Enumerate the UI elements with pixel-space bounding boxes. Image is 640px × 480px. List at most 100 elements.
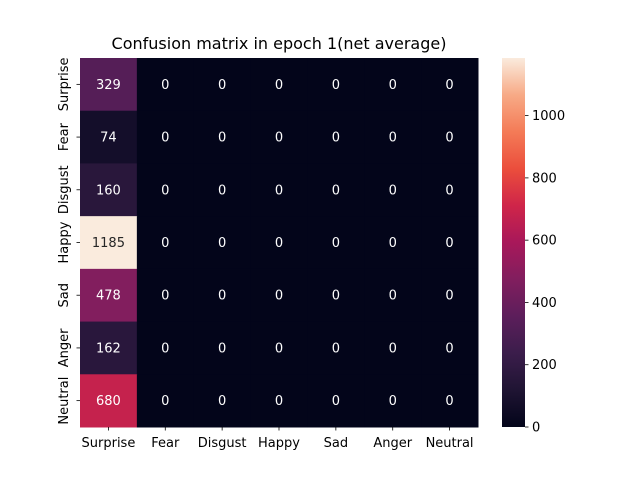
heatmap-cell xyxy=(250,268,308,323)
cell-value-label: 0 xyxy=(389,236,397,251)
heatmap-cell xyxy=(307,216,365,270)
y-tick-label: Disgust xyxy=(57,165,72,214)
colorbar-tick-label: 600 xyxy=(532,234,557,249)
y-axis: Surprise Fear Disgust Happy Sad Anger Neutral xyxy=(57,57,80,425)
heatmap-cell xyxy=(80,374,138,428)
heatmap-cell xyxy=(193,216,252,270)
heatmap-cell xyxy=(193,374,252,428)
y-tick-label: Happy xyxy=(57,221,72,263)
heatmap-cell xyxy=(136,268,195,323)
cell-value-label: 0 xyxy=(275,341,283,356)
y-tick-label: Fear xyxy=(57,122,72,151)
x-tick-label: Fear xyxy=(151,436,180,451)
cell-value-label: 0 xyxy=(161,289,169,304)
x-tick-label: Sad xyxy=(324,436,348,451)
heatmap-cell xyxy=(421,321,479,375)
cell-value-label: 0 xyxy=(445,78,453,93)
heatmap-cell xyxy=(193,321,252,375)
heatmap-cell xyxy=(250,374,308,428)
y-tick-label: Anger xyxy=(57,328,72,367)
cell-value-label: 74 xyxy=(100,131,117,146)
cell-value-label: 0 xyxy=(161,341,169,356)
cell-value-label: 0 xyxy=(161,183,169,198)
heatmap-cell xyxy=(193,268,252,323)
cell-value-label: 0 xyxy=(161,131,169,146)
heatmap-cell xyxy=(80,163,138,217)
heatmap-cell xyxy=(193,110,252,164)
x-tick-label: Anger xyxy=(373,436,412,451)
y-tick-label: Sad xyxy=(57,283,72,307)
cell-value-label: 0 xyxy=(218,341,226,356)
x-axis: Surprise Fear Disgust Happy Sad Anger Neutral xyxy=(82,426,474,451)
cell-value-label: 0 xyxy=(445,236,453,251)
heatmap-cell xyxy=(136,110,195,164)
cell-value-label: 0 xyxy=(332,78,340,93)
colorbar-gradient xyxy=(502,58,525,427)
heatmap-cells: 329 0 0 0 0 0 0 74 0 0 0 0 0 0 160 0 0 0 0 0 0 1185 0 0 0 0 0 0 478 0… xyxy=(80,58,479,428)
heatmap-cell xyxy=(421,110,479,164)
cell-value-label: 1185 xyxy=(92,236,125,251)
colorbar-tick-label: 1000 xyxy=(532,109,565,124)
cell-value-label: 0 xyxy=(332,289,340,304)
cell-value-label: 0 xyxy=(389,78,397,93)
cell-value-label: 478 xyxy=(96,289,121,304)
cell-value-label: 0 xyxy=(218,289,226,304)
x-tick-label: Surprise xyxy=(82,436,136,451)
cell-value-label: 160 xyxy=(96,183,121,198)
cell-value-label: 0 xyxy=(332,236,340,251)
cell-value-label: 0 xyxy=(275,236,283,251)
heatmap-cell xyxy=(80,58,138,112)
cell-value-label: 0 xyxy=(161,394,169,409)
heatmap-cell xyxy=(136,163,195,217)
cell-value-label: 680 xyxy=(96,394,121,409)
heatmap-cell xyxy=(364,268,422,323)
cell-value-label: 0 xyxy=(445,289,453,304)
heatmap-cell xyxy=(80,216,138,270)
heatmap-cell xyxy=(307,268,365,323)
colorbar-tick-label: 0 xyxy=(532,421,540,436)
heatmap-cell xyxy=(364,321,422,375)
x-tick-label: Neutral xyxy=(426,436,474,451)
heatmap-cell xyxy=(421,216,479,270)
heatmap-cell xyxy=(136,58,195,112)
cell-value-label: 162 xyxy=(96,341,121,356)
cell-value-label: 0 xyxy=(218,131,226,146)
cell-value-label: 0 xyxy=(332,341,340,356)
cell-value-label: 0 xyxy=(389,183,397,198)
cell-value-label: 0 xyxy=(332,394,340,409)
heatmap-cell xyxy=(193,163,252,217)
colorbar-ticks: 0 200 400 600 800 1000 xyxy=(525,109,565,436)
heatmap-cell xyxy=(364,374,422,428)
heatmap-cell xyxy=(307,110,365,164)
heatmap-cell xyxy=(80,268,138,323)
heatmap-cell xyxy=(364,58,422,112)
y-tick-label: Surprise xyxy=(57,57,72,111)
cell-value-label: 0 xyxy=(332,131,340,146)
heatmap-cell xyxy=(250,163,308,217)
cell-value-label: 0 xyxy=(161,236,169,251)
cell-value-label: 0 xyxy=(389,394,397,409)
colorbar xyxy=(502,58,525,427)
cell-value-label: 0 xyxy=(445,341,453,356)
cell-value-label: 0 xyxy=(161,78,169,93)
cell-value-label: 0 xyxy=(218,78,226,93)
heatmap-cell xyxy=(307,58,365,112)
cell-value-label: 0 xyxy=(218,394,226,409)
cell-value-label: 329 xyxy=(96,78,121,93)
heatmap-cell xyxy=(421,268,479,323)
cell-value-label: 0 xyxy=(218,236,226,251)
heatmap-cell xyxy=(364,216,422,270)
cell-value-label: 0 xyxy=(389,131,397,146)
x-tick-label: Disgust xyxy=(198,436,247,451)
heatmap-cell xyxy=(80,321,138,375)
heatmap-cell xyxy=(193,58,252,112)
heatmap-cell xyxy=(250,110,308,164)
cell-value-label: 0 xyxy=(389,289,397,304)
cell-value-label: 0 xyxy=(445,183,453,198)
heatmap-cell xyxy=(421,374,479,428)
heatmap-cell xyxy=(364,163,422,217)
cell-value-label: 0 xyxy=(445,394,453,409)
cell-value-label: 0 xyxy=(218,183,226,198)
heatmap-cell xyxy=(307,163,365,217)
